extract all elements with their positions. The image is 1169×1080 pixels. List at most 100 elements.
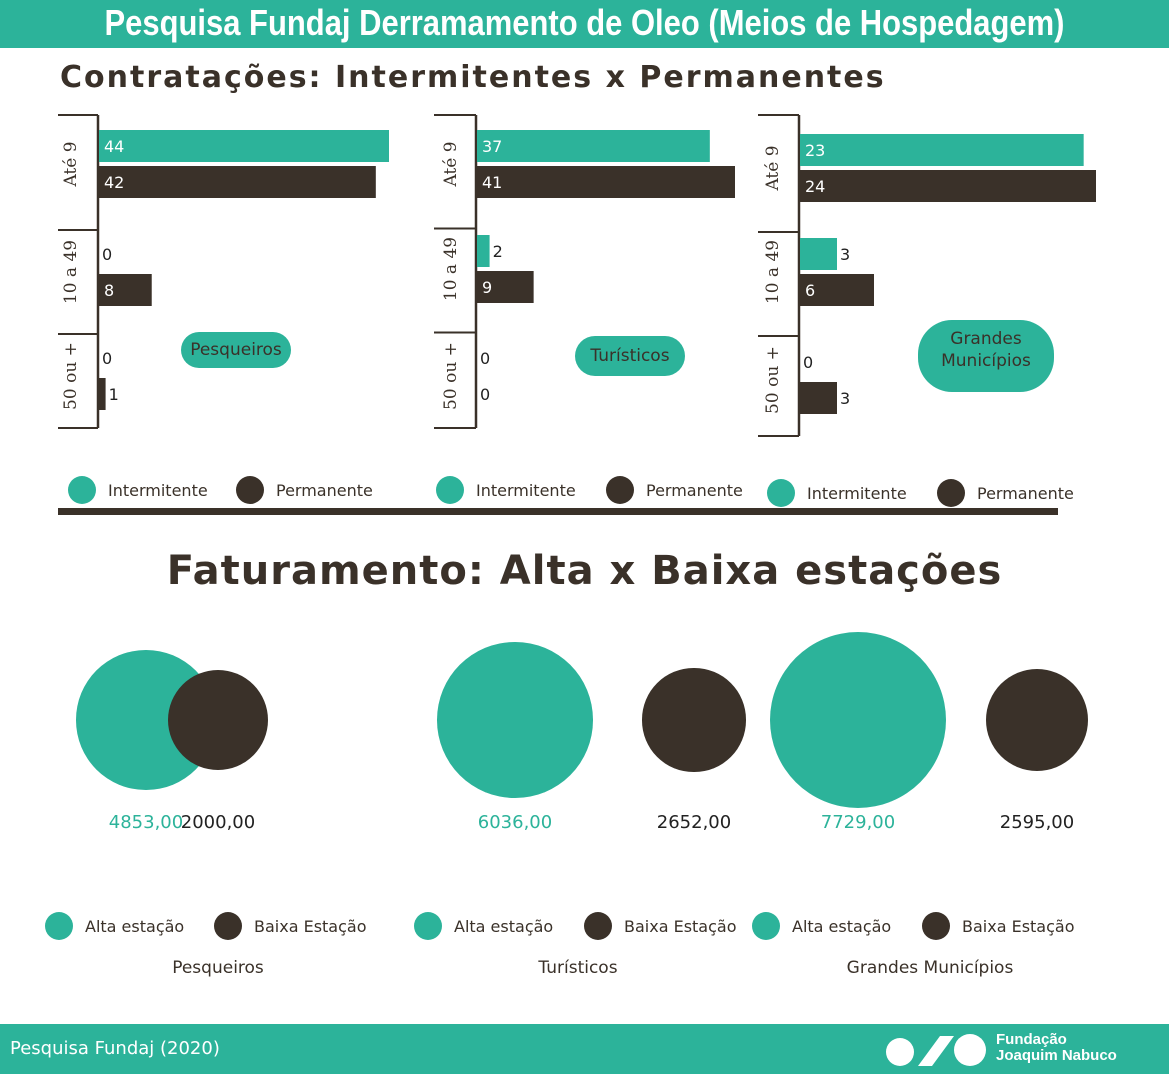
bar-intermitente: [800, 134, 1084, 166]
bar-value-label: 23: [805, 141, 825, 160]
bubble-value-label: 4853,00: [108, 812, 184, 833]
legend-label-baixa: Baixa Estação: [962, 916, 1075, 936]
bar-value-label: 0: [803, 353, 813, 372]
bar-permanente: [800, 170, 1096, 202]
footer-bar: Pesquisa Fundaj (2020) Fundação Joaquim …: [0, 1024, 1169, 1074]
category-label: Até 9: [763, 145, 783, 191]
legend-label-intermitente: Intermitente: [108, 480, 208, 500]
bar-value-label: 8: [104, 281, 114, 300]
legend-baixa-3: Baixa Estação: [922, 912, 1075, 940]
legend-dot-intermitente: [68, 476, 96, 504]
bar-value-label: 41: [482, 173, 502, 192]
page-title: Pesquisa Fundaj Derramamento de Oleo (Me…: [104, 2, 1065, 43]
category-label: 50 ou +: [763, 346, 783, 414]
group-name-pesqueiros: Pesqueiros: [172, 958, 264, 978]
bubble-baixa-estacao: [642, 668, 746, 772]
legend-baixa-2: Baixa Estação: [584, 912, 737, 940]
group-name-grandes-municipios: Grandes Municípios: [846, 958, 1014, 978]
logo-line2: Joaquim Nabuco: [996, 1047, 1117, 1064]
bar-value-label: 44: [104, 137, 124, 156]
legend-dot-baixa: [214, 912, 242, 940]
legend-dot-permanente: [937, 479, 965, 507]
legend-intermitente-1: Intermitente: [68, 476, 208, 504]
fundaj-logo: Fundação Joaquim Nabuco: [882, 1030, 1167, 1068]
legend-baixa-1: Baixa Estação: [214, 912, 367, 940]
legend-permanente-1: Permanente: [236, 476, 373, 504]
legend-dot-baixa: [922, 912, 950, 940]
chart-badge-grandes-municipios: Grandes Municípios: [918, 320, 1054, 392]
bar-permanente: [800, 274, 874, 306]
bar-value-label: 37: [482, 137, 502, 156]
bar-intermitente: [800, 238, 837, 270]
legend-permanente-3: Permanente: [937, 479, 1074, 507]
legend-permanente-2: Permanente: [606, 476, 743, 504]
legend-dot-alta: [414, 912, 442, 940]
legend-label-intermitente: Intermitente: [476, 480, 576, 500]
footer-source: Pesquisa Fundaj (2020): [10, 1038, 220, 1059]
legend-alta-3: Alta estação: [752, 912, 891, 940]
category-label: 10 a 49: [61, 240, 81, 304]
bar-value-label: 0: [480, 385, 490, 404]
bar-value-label: 0: [102, 349, 112, 368]
bar-permanente: [99, 274, 152, 306]
bubble-baixa-estacao: [168, 670, 268, 770]
bar-intermitente: [99, 130, 389, 162]
category-label: 50 ou +: [441, 342, 461, 410]
logo-line1: Fundação: [996, 1031, 1067, 1048]
chart-badge-pesqueiros: Pesqueiros: [181, 332, 291, 368]
legend-label-permanente: Permanente: [977, 483, 1074, 503]
group-name-turisticos: Turísticos: [538, 958, 618, 978]
legend-dot-permanente: [236, 476, 264, 504]
bar-value-label: 2: [493, 242, 503, 261]
bar-value-label: 1: [109, 385, 119, 404]
legend-dot-intermitente: [767, 479, 795, 507]
legend-intermitente-2: Intermitente: [436, 476, 576, 504]
bubble-value-label: 2595,00: [999, 812, 1075, 833]
bubble-value-label: 7729,00: [820, 812, 896, 833]
legend-dot-alta: [752, 912, 780, 940]
category-label: Até 9: [441, 141, 461, 187]
bubble-alta-estacao: [437, 642, 593, 798]
bar-value-label: 3: [840, 389, 850, 408]
header-bar: Pesquisa Fundaj Derramamento de Oleo (Me…: [0, 0, 1169, 48]
fundaj-logo-text: Fundação Joaquim Nabuco: [996, 1032, 1117, 1064]
legend-alta-2: Alta estação: [414, 912, 553, 940]
legend-label-alta: Alta estação: [454, 916, 554, 936]
bubble-alta-estacao: [770, 632, 946, 808]
bar-value-label: 42: [104, 173, 124, 192]
bubble-value-label: 6036,00: [477, 812, 553, 833]
fundaj-logo-mark: [886, 1034, 986, 1066]
bar-value-label: 9: [482, 278, 492, 297]
legend-label-baixa: Baixa Estação: [624, 916, 737, 936]
section-title-hiring: Contratações: Intermitentes x Permanente…: [60, 60, 886, 95]
legend-dot-alta: [45, 912, 73, 940]
bar-value-label: 6: [805, 281, 815, 300]
section-divider: [58, 508, 1058, 515]
category-label: 50 ou +: [61, 342, 81, 410]
bar-value-label: 24: [805, 177, 825, 196]
bar-permanente: [99, 166, 376, 198]
category-label: Até 9: [61, 141, 81, 187]
bar-charts: Até 9 44 42 10 a 49 0 8 50 ou + 0 1 Até 9 37 41 10 a…: [58, 114, 1096, 437]
legend-label-baixa: Baixa Estação: [254, 916, 367, 936]
bar-permanente: [800, 382, 837, 414]
bar-value-label: 0: [480, 349, 490, 368]
category-label: 10 a 49: [441, 237, 461, 301]
bar-permanente: [99, 378, 106, 410]
chart-badge-turisticos: Turísticos: [575, 336, 685, 376]
bar-permanente: [477, 271, 534, 303]
bar-value-label: 0: [102, 245, 112, 264]
section-title-revenue: Faturamento: Alta x Baixa estações: [166, 548, 1003, 594]
bar-intermitente: [477, 130, 710, 162]
legend-intermitente-3: Intermitente: [767, 479, 907, 507]
bar-value-label: 3: [840, 245, 850, 264]
bar-intermitente: [477, 235, 490, 267]
legend-label-alta: Alta estação: [792, 916, 892, 936]
legend-label-intermitente: Intermitente: [807, 483, 907, 503]
category-label: 10 a 49: [763, 240, 783, 304]
legend-alta-1: Alta estação: [45, 912, 184, 940]
bar-permanente: [477, 166, 735, 198]
legend-label-permanente: Permanente: [646, 480, 743, 500]
legend-dot-permanente: [606, 476, 634, 504]
legend-dot-intermitente: [436, 476, 464, 504]
